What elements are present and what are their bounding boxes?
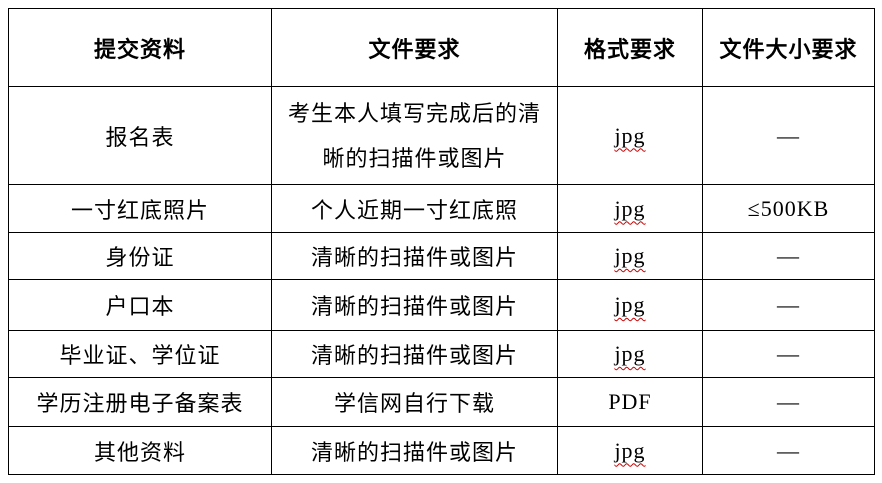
format-cell: jpg	[557, 232, 703, 280]
format-label: jpg	[614, 292, 646, 317]
requirement-cell: 清晰的扫描件或图片	[271, 279, 558, 331]
material-cell: 学历注册电子备案表	[8, 377, 272, 427]
requirement-text: 清晰的扫描件或图片	[310, 439, 518, 465]
material-label: 报名表	[105, 124, 175, 150]
requirement-text: 考生本人填写完成后的清 晰的扫描件或图片	[287, 100, 541, 171]
size-cell: —	[702, 330, 875, 378]
requirement-cell: 清晰的扫描件或图片	[271, 232, 558, 280]
size-label: ≤500KB	[747, 195, 830, 221]
submission-requirements-table: 提交资料 文件要求 格式要求 文件大小要求 报名表 考生本人填写完成后的清 晰的…	[8, 8, 875, 475]
material-label: 学历注册电子备案表	[36, 391, 244, 416]
header-label-requirement: 文件要求	[368, 36, 461, 62]
requirement-cell: 清晰的扫描件或图片	[271, 426, 558, 475]
header-label-format: 格式要求	[583, 36, 676, 62]
format-cell: jpg	[557, 86, 703, 185]
requirement-text: 学信网自行下载	[333, 391, 495, 416]
header-cell-size: 文件大小要求	[702, 8, 875, 87]
material-cell: 身份证	[8, 232, 272, 280]
size-label: —	[777, 243, 800, 268]
table-row: 报名表 考生本人填写完成后的清 晰的扫描件或图片 jpg —	[8, 86, 875, 185]
size-label: —	[777, 292, 800, 317]
size-label: —	[777, 437, 800, 463]
material-cell: 毕业证、学位证	[8, 330, 272, 378]
material-cell: 一寸红底照片	[8, 184, 272, 233]
format-label: jpg	[614, 437, 646, 463]
requirement-cell: 学信网自行下载	[271, 377, 558, 427]
size-cell: —	[702, 86, 875, 185]
requirement-text: 清晰的扫描件或图片	[310, 245, 518, 270]
format-cell: jpg	[557, 330, 703, 378]
size-cell: —	[702, 232, 875, 280]
size-cell: —	[702, 377, 875, 427]
format-cell: jpg	[557, 279, 703, 331]
requirement-cell: 个人近期一寸红底照	[271, 184, 558, 233]
format-label: jpg	[614, 341, 646, 366]
size-label: —	[777, 389, 800, 414]
size-cell: ≤500KB	[702, 184, 875, 233]
table-header-row: 提交资料 文件要求 格式要求 文件大小要求	[8, 8, 875, 87]
table-row: 一寸红底照片 个人近期一寸红底照 jpg ≤500KB	[8, 184, 875, 233]
material-label: 毕业证、学位证	[59, 343, 221, 368]
requirement-text: 清晰的扫描件或图片	[310, 294, 518, 319]
table-row: 其他资料 清晰的扫描件或图片 jpg —	[8, 426, 875, 475]
material-label: 户口本	[105, 294, 175, 319]
header-label-size: 文件大小要求	[719, 36, 858, 62]
size-label: —	[777, 122, 800, 148]
format-label: PDF	[608, 389, 652, 414]
format-cell: jpg	[557, 184, 703, 233]
header-label-material: 提交资料	[93, 36, 186, 62]
requirement-cell: 清晰的扫描件或图片	[271, 330, 558, 378]
requirement-text: 个人近期一寸红底照	[310, 197, 518, 223]
format-cell: jpg	[557, 426, 703, 475]
format-label: jpg	[614, 195, 646, 221]
requirement-cell: 考生本人填写完成后的清 晰的扫描件或图片	[271, 86, 558, 185]
format-label: jpg	[614, 243, 646, 268]
material-cell: 户口本	[8, 279, 272, 331]
size-cell: —	[702, 426, 875, 475]
material-cell: 其他资料	[8, 426, 272, 475]
table-row: 学历注册电子备案表 学信网自行下载 PDF —	[8, 377, 875, 427]
header-cell-material: 提交资料	[8, 8, 272, 87]
table-row: 户口本 清晰的扫描件或图片 jpg —	[8, 279, 875, 331]
material-label: 一寸红底照片	[70, 197, 209, 223]
format-cell: PDF	[557, 377, 703, 427]
format-label: jpg	[614, 122, 646, 148]
size-label: —	[777, 341, 800, 366]
size-cell: —	[702, 279, 875, 331]
header-cell-requirement: 文件要求	[271, 8, 558, 87]
material-cell: 报名表	[8, 86, 272, 185]
material-label: 身份证	[105, 245, 175, 270]
header-cell-format: 格式要求	[557, 8, 703, 87]
table-row: 身份证 清晰的扫描件或图片 jpg —	[8, 232, 875, 280]
material-label: 其他资料	[93, 439, 186, 465]
table-row: 毕业证、学位证 清晰的扫描件或图片 jpg —	[8, 330, 875, 378]
requirement-text: 清晰的扫描件或图片	[310, 343, 518, 368]
